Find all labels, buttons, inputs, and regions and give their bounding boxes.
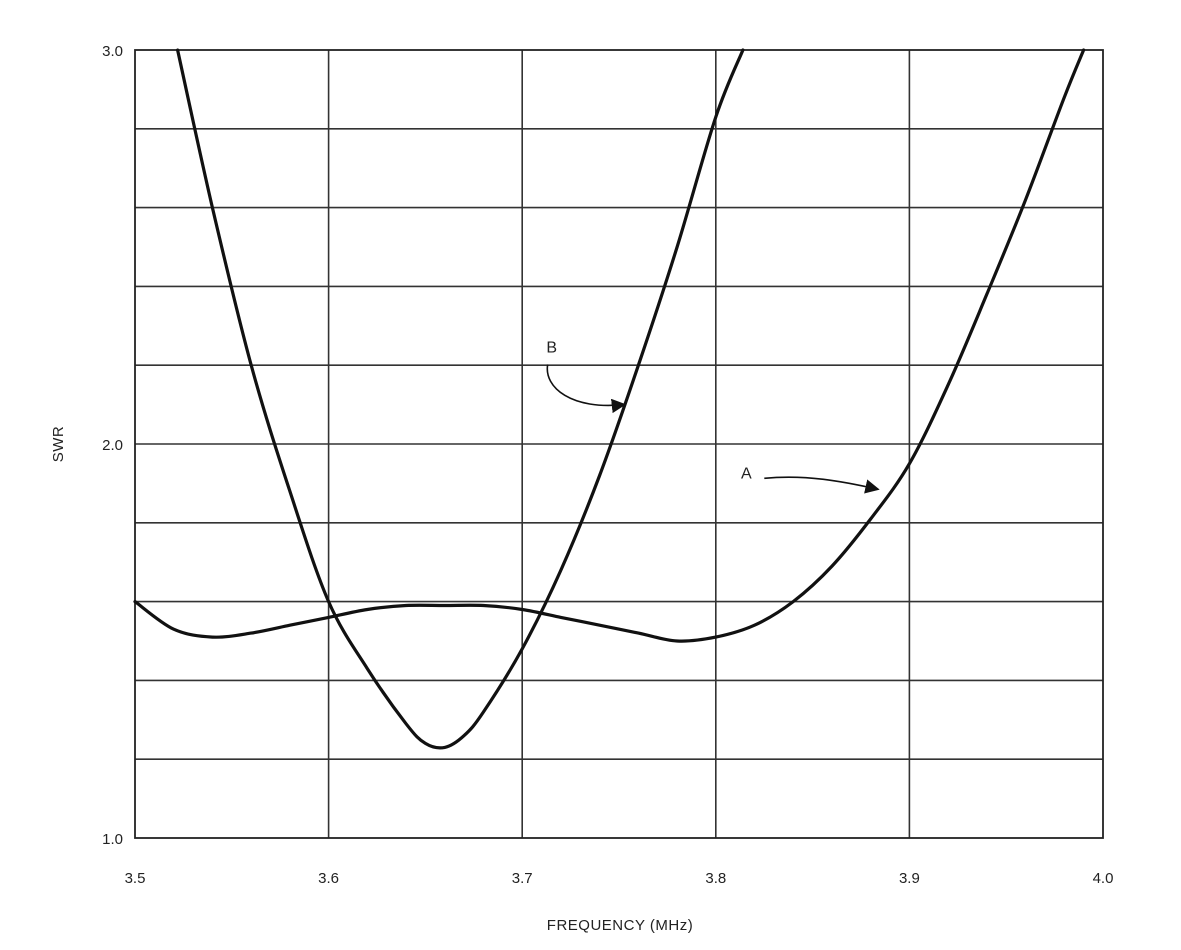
x-tick-label: 3.5 [125,870,146,887]
x-tick-label: 3.8 [705,870,726,887]
y-tick-label: 2.0 [102,437,123,454]
curve-arrow-b [546,364,627,414]
y-tick-label: 1.0 [102,831,123,848]
series-layer [133,48,1086,750]
x-tick-label: 3.7 [512,870,533,887]
y-tick-label: 3.0 [102,43,123,60]
series-line-a [133,48,1086,643]
annotation-layer: BA [546,339,880,494]
x-tick-label: 4.0 [1093,870,1114,887]
x-tick-label: 3.9 [899,870,920,887]
curve-label-a: A [741,465,752,482]
curve-arrow-a [764,476,880,494]
series-line-b [176,48,745,750]
axis-layer: 3.5 3.6 3.7 3.8 3.9 4.0 1.0 2.0 3.0 [102,43,1113,887]
y-axis-title: SWR [50,426,67,463]
x-axis-title: FREQUENCY (MHz) [547,917,693,934]
grid-layer [135,50,1103,838]
x-tick-label: 3.6 [318,870,339,887]
curve-label-b: B [546,339,557,356]
plot-frame [134,49,1104,839]
